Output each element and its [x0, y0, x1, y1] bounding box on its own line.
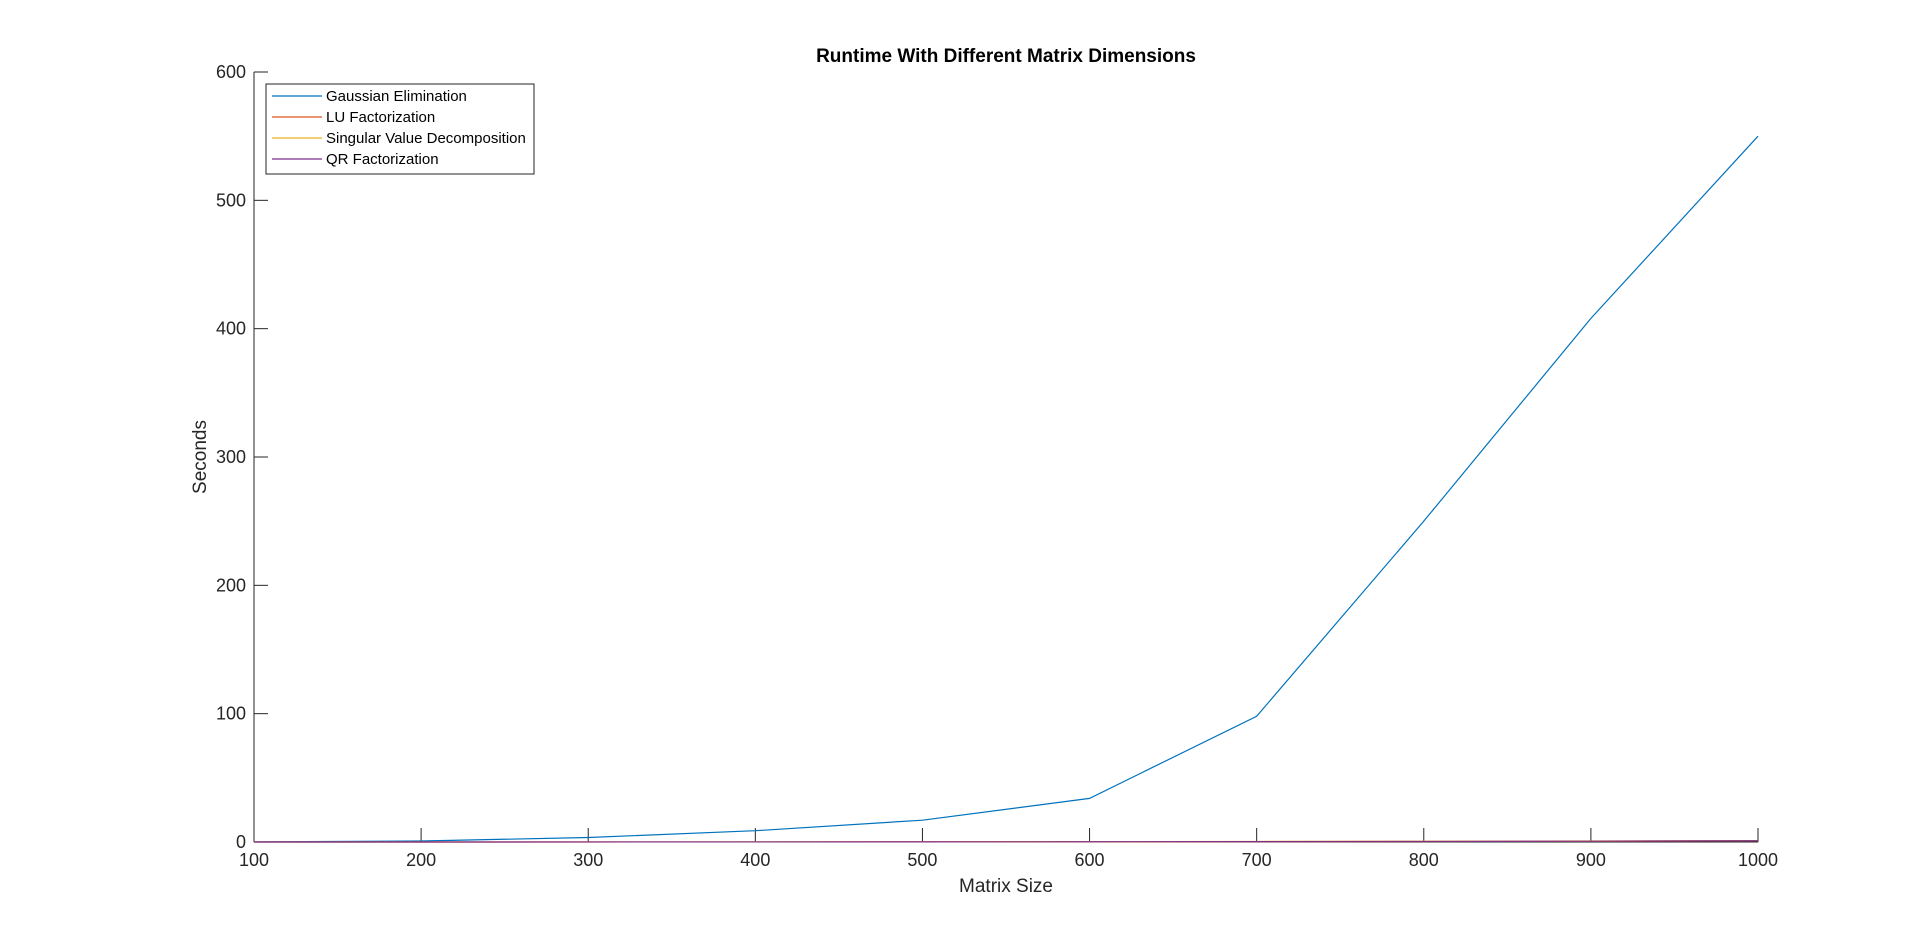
- y-tick-label: 600: [216, 62, 246, 82]
- x-tick-label: 700: [1242, 850, 1272, 870]
- y-axis-label: Seconds: [190, 420, 211, 494]
- x-tick-label: 800: [1409, 850, 1439, 870]
- y-tick-label: 500: [216, 190, 246, 210]
- x-tick-label: 1000: [1738, 850, 1778, 870]
- series-lines: [253, 135, 1759, 843]
- x-axis-label: Matrix Size: [959, 876, 1053, 897]
- x-tick-label: 300: [573, 850, 603, 870]
- series-line-qr-factorization: [253, 840, 1759, 843]
- x-tick-label: 600: [1075, 850, 1105, 870]
- legend: Gaussian Elimination LU Factorization Sing…: [265, 83, 535, 175]
- y-tick-label: 300: [216, 447, 246, 467]
- x-tick-label: 200: [406, 850, 436, 870]
- x-tick-label: 100: [239, 850, 269, 870]
- x-tick-label: 400: [740, 850, 770, 870]
- x-tick-label: 900: [1576, 850, 1606, 870]
- x-tick-label: 500: [907, 850, 937, 870]
- y-tick-label: 400: [216, 319, 246, 339]
- axes: 100 200 300 400 500 600 700 800 900 1000010020030…: [216, 62, 1778, 870]
- legend-entry-label: Singular Value Decomposition: [326, 130, 526, 147]
- chart-title: Runtime With Different Matrix Dimensions: [816, 46, 1196, 67]
- legend-entry-label: LU Factorization: [326, 109, 435, 126]
- y-tick-label: 100: [216, 704, 246, 724]
- legend-entry-label: QR Factorization: [326, 151, 439, 168]
- legend-entry-label: Gaussian Elimination: [326, 88, 467, 105]
- y-tick-label: 200: [216, 575, 246, 595]
- series-line-gaussian-elimination: [253, 135, 1759, 843]
- y-tick-label: 0: [236, 832, 246, 852]
